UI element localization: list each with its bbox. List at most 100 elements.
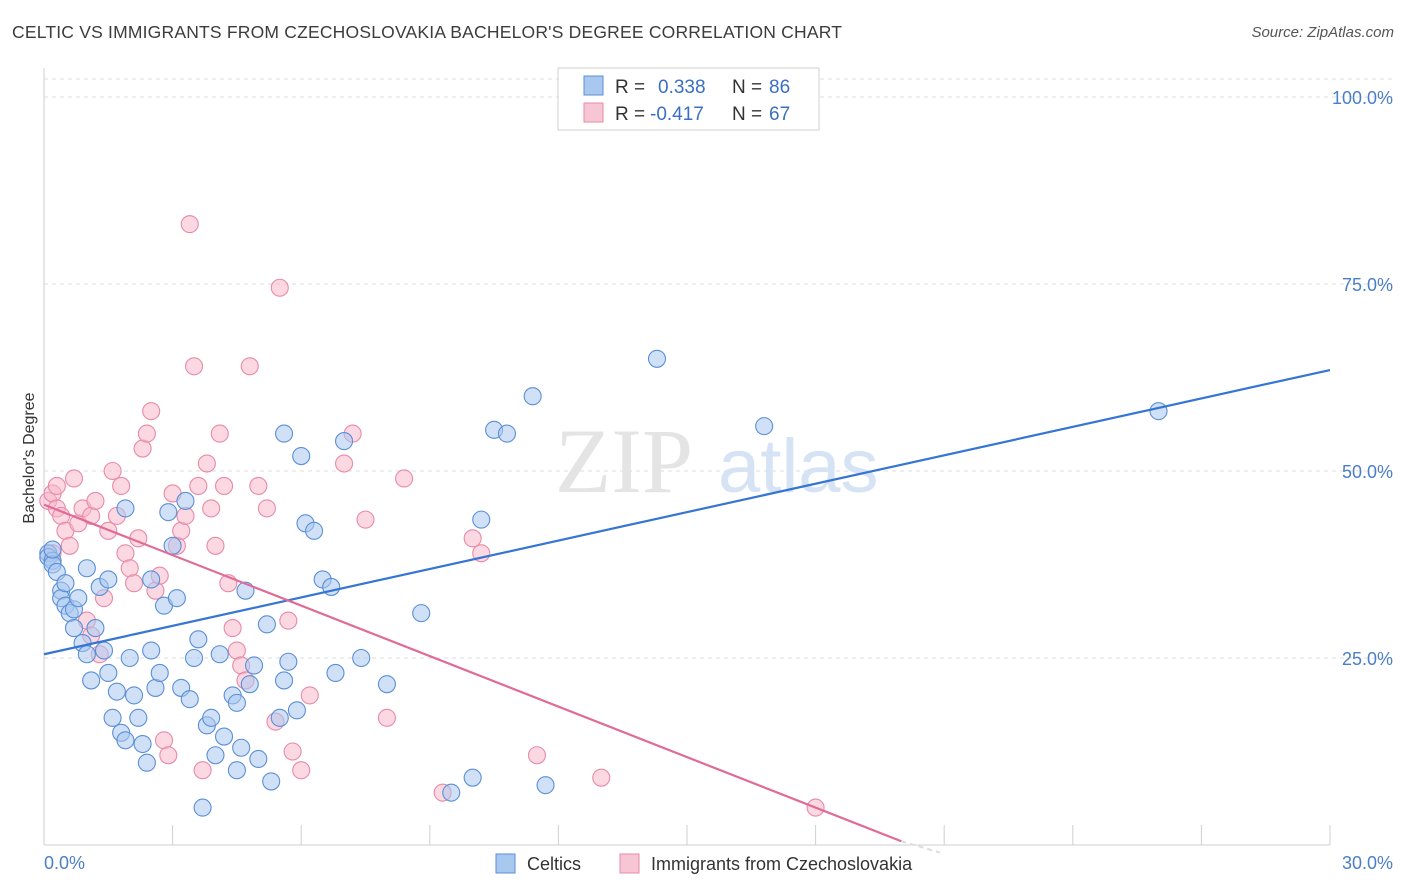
y-tick-label: 75.0%: [1342, 275, 1393, 295]
bottom-legend-label-czech: Immigrants from Czechoslovakia: [651, 854, 913, 874]
celtics-point: [64, 619, 84, 638]
y-axis-label: Bachelor's Degree: [21, 392, 38, 523]
bottom-legend: Celtics Immigrants from Czechoslovakia: [495, 853, 913, 874]
celtics-point: [116, 731, 135, 750]
czech-point: [292, 761, 311, 780]
x-tick-label: 30.0%: [1342, 853, 1393, 873]
celtics-point: [275, 424, 294, 443]
celtics-point: [214, 727, 234, 746]
celtics-point: [377, 675, 396, 694]
czech-point: [300, 686, 319, 705]
legend-r-value-2: -0.417: [650, 104, 704, 125]
x-tick-label: 0.0%: [44, 853, 85, 873]
czech-point: [180, 215, 199, 234]
celtics-point: [142, 641, 161, 660]
celtics-point: [99, 570, 118, 589]
czech-point: [103, 461, 122, 481]
czech-point: [159, 746, 178, 765]
czech-point: [154, 731, 174, 750]
czech-point: [214, 476, 234, 496]
celtics-trendline: [43, 368, 1331, 656]
celtics-point: [257, 615, 276, 634]
trend-layer: [43, 368, 1331, 854]
celtics-point: [412, 604, 431, 623]
czech-point: [133, 439, 152, 458]
celtics-point: [133, 734, 152, 754]
czech-point: [86, 491, 105, 510]
celtics-point: [275, 671, 294, 690]
celtics-point: [232, 738, 251, 757]
celtics-point: [279, 652, 298, 671]
celtics-point: [94, 641, 114, 660]
celtics-point: [159, 503, 178, 522]
celtics-point: [210, 645, 229, 664]
celtics-point: [103, 708, 122, 727]
celtics-point: [120, 648, 139, 668]
czech-point: [377, 708, 396, 727]
celtics-point: [202, 708, 221, 727]
czech-point: [210, 424, 229, 443]
legend-n-label-2: N =: [732, 104, 762, 125]
czech-point: [223, 619, 242, 638]
czech-point: [112, 476, 131, 496]
celtics-point: [77, 645, 96, 664]
celtics-point: [142, 570, 161, 589]
watermark-atlas: atlas: [718, 424, 879, 509]
czech-point: [283, 742, 302, 761]
celtics-point: [442, 783, 461, 802]
celtics-point: [137, 753, 156, 772]
bottom-legend-label-celtics: Celtics: [527, 854, 581, 874]
legend-swatch-celtics: [583, 75, 604, 96]
watermark-zip: ZIP: [555, 410, 693, 512]
chart-source: Source: ZipAtlas.com: [1251, 24, 1394, 41]
celtics-point: [107, 682, 126, 701]
celtics-point: [647, 349, 667, 368]
celtics-point: [249, 749, 268, 769]
czech-point: [279, 611, 298, 630]
czech-point: [64, 469, 84, 488]
bottom-legend-swatch-celtics: [495, 853, 516, 874]
czech-point: [335, 454, 354, 473]
celtics-point: [523, 387, 542, 406]
celtics-point: [497, 424, 517, 443]
celtics-point: [287, 701, 306, 720]
celtics-point: [146, 678, 165, 697]
celtics-point: [352, 648, 371, 668]
czech-point: [184, 357, 204, 376]
legend-r-label-1: R =: [615, 77, 645, 98]
celtics-point: [167, 589, 186, 608]
czech-point: [249, 476, 268, 496]
celtics-point: [463, 768, 482, 787]
chart-title: CELTIC VS IMMIGRANTS FROM CZECHOSLOVAKIA…: [12, 22, 843, 42]
celtics-point: [335, 432, 354, 451]
czech-point: [197, 454, 216, 473]
legend-n-label-1: N =: [732, 77, 762, 98]
celtics-point: [176, 491, 195, 510]
celtics-point: [99, 663, 118, 683]
legend-swatch-czech: [583, 102, 604, 123]
y-tick-label: 100.0%: [1332, 88, 1393, 108]
celtics-point: [77, 559, 96, 578]
bottom-legend-swatch-czech: [619, 853, 640, 874]
czech-point: [257, 499, 276, 518]
celtics-point: [129, 708, 148, 727]
czech-point: [193, 761, 212, 780]
celtics-point: [270, 708, 289, 727]
czech-point: [592, 768, 611, 787]
y-tick-label: 50.0%: [1342, 462, 1393, 482]
ticks-layer: 25.0% 50.0% 75.0% 100.0% 0.0% 30.0%: [44, 88, 1393, 873]
celtics-point: [116, 499, 135, 518]
celtics-point: [292, 446, 311, 466]
celtics-point: [305, 521, 324, 540]
celtics-point: [43, 540, 62, 559]
czech-point: [527, 746, 547, 765]
czech-point: [395, 469, 414, 488]
legend-r-value-1: 0.338: [658, 77, 706, 98]
axes-layer: [43, 68, 1331, 846]
legend-r-label-2: R =: [615, 104, 645, 125]
celtics-point: [326, 663, 345, 683]
czech-trendline-extension: [901, 840, 941, 854]
celtics-point: [262, 772, 281, 791]
celtics-point: [189, 630, 208, 649]
